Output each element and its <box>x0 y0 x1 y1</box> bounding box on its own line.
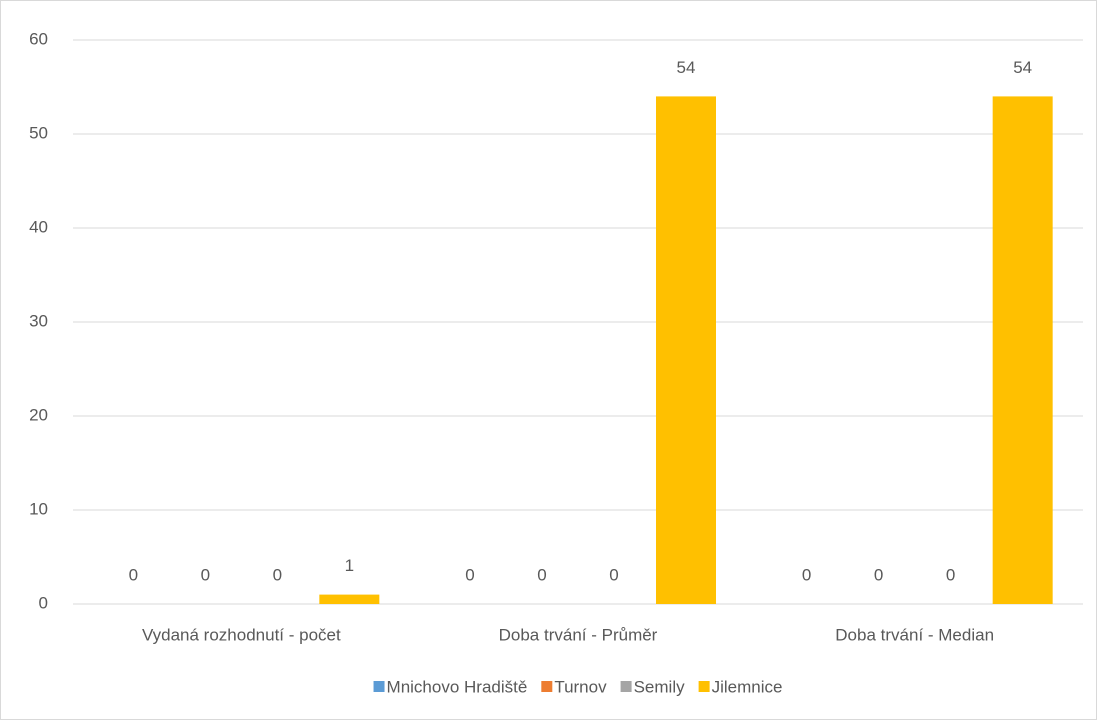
data-label: 0 <box>874 565 883 584</box>
legend-swatch <box>541 681 553 692</box>
y-tick-label: 50 <box>29 123 48 142</box>
legend-swatch <box>698 681 710 692</box>
bar <box>656 96 716 605</box>
legend-label: Semily <box>634 677 686 696</box>
data-label: 54 <box>677 58 696 77</box>
legend-swatch <box>620 681 632 692</box>
y-tick-label: 0 <box>39 593 48 612</box>
data-label: 1 <box>345 556 354 575</box>
bar <box>319 594 380 604</box>
legend-label: Jilemnice <box>712 677 783 696</box>
y-tick-label: 10 <box>29 499 48 518</box>
x-tick-label: Doba trvání - Průměr <box>499 625 658 644</box>
data-label: 0 <box>609 565 618 584</box>
data-label: 0 <box>946 565 955 584</box>
y-tick-label: 30 <box>29 311 48 330</box>
bar <box>992 96 1053 605</box>
data-label: 0 <box>465 565 474 584</box>
data-label: 0 <box>273 565 282 584</box>
legend-label: Mnichovo Hradiště <box>387 677 528 696</box>
legend-label: Turnov <box>554 677 607 696</box>
data-label: 54 <box>1013 58 1032 77</box>
y-tick-label: 60 <box>29 29 48 48</box>
x-tick-label: Vydaná rozhodnutí - počet <box>142 625 341 644</box>
data-label: 0 <box>201 565 210 584</box>
legend-swatch <box>373 681 385 692</box>
data-label: 0 <box>537 565 546 584</box>
x-tick-label: Doba trvání - Median <box>835 625 994 644</box>
data-label: 0 <box>802 565 811 584</box>
y-tick-label: 40 <box>29 217 48 236</box>
y-tick-label: 20 <box>29 405 48 424</box>
data-label: 0 <box>129 565 138 584</box>
